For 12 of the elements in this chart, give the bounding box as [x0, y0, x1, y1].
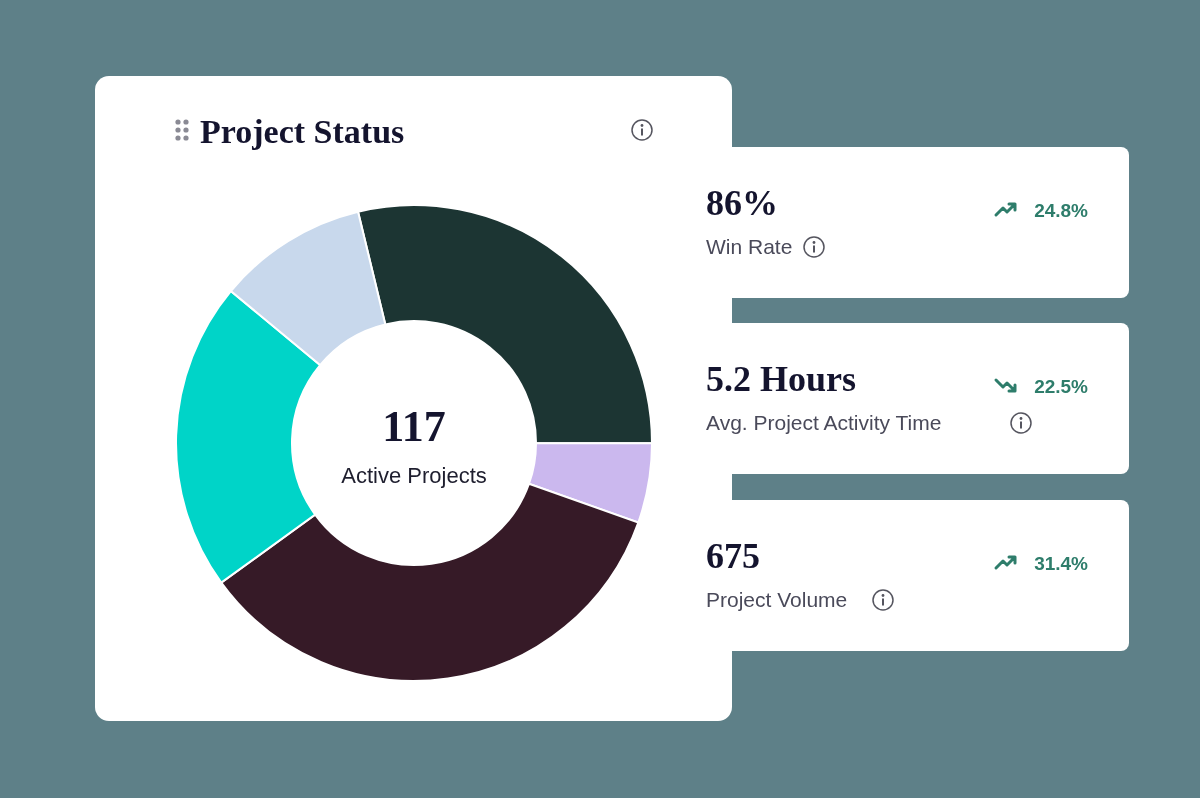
category-label: Project Volume	[706, 588, 848, 611]
text: 5.2 Hours	[706, 359, 857, 399]
chart-title: Project Status	[200, 113, 405, 150]
text: 86%	[706, 183, 778, 223]
text: 22.5%	[1034, 376, 1089, 397]
category-label: Avg. Project Activity Time	[706, 411, 942, 434]
text: 117	[382, 402, 446, 451]
text: 675	[706, 536, 760, 576]
text: 24.8%	[1034, 200, 1089, 221]
category-label: Win Rate	[706, 235, 793, 258]
text: 31.4%	[1034, 553, 1089, 574]
text: Active Projects	[341, 463, 487, 488]
